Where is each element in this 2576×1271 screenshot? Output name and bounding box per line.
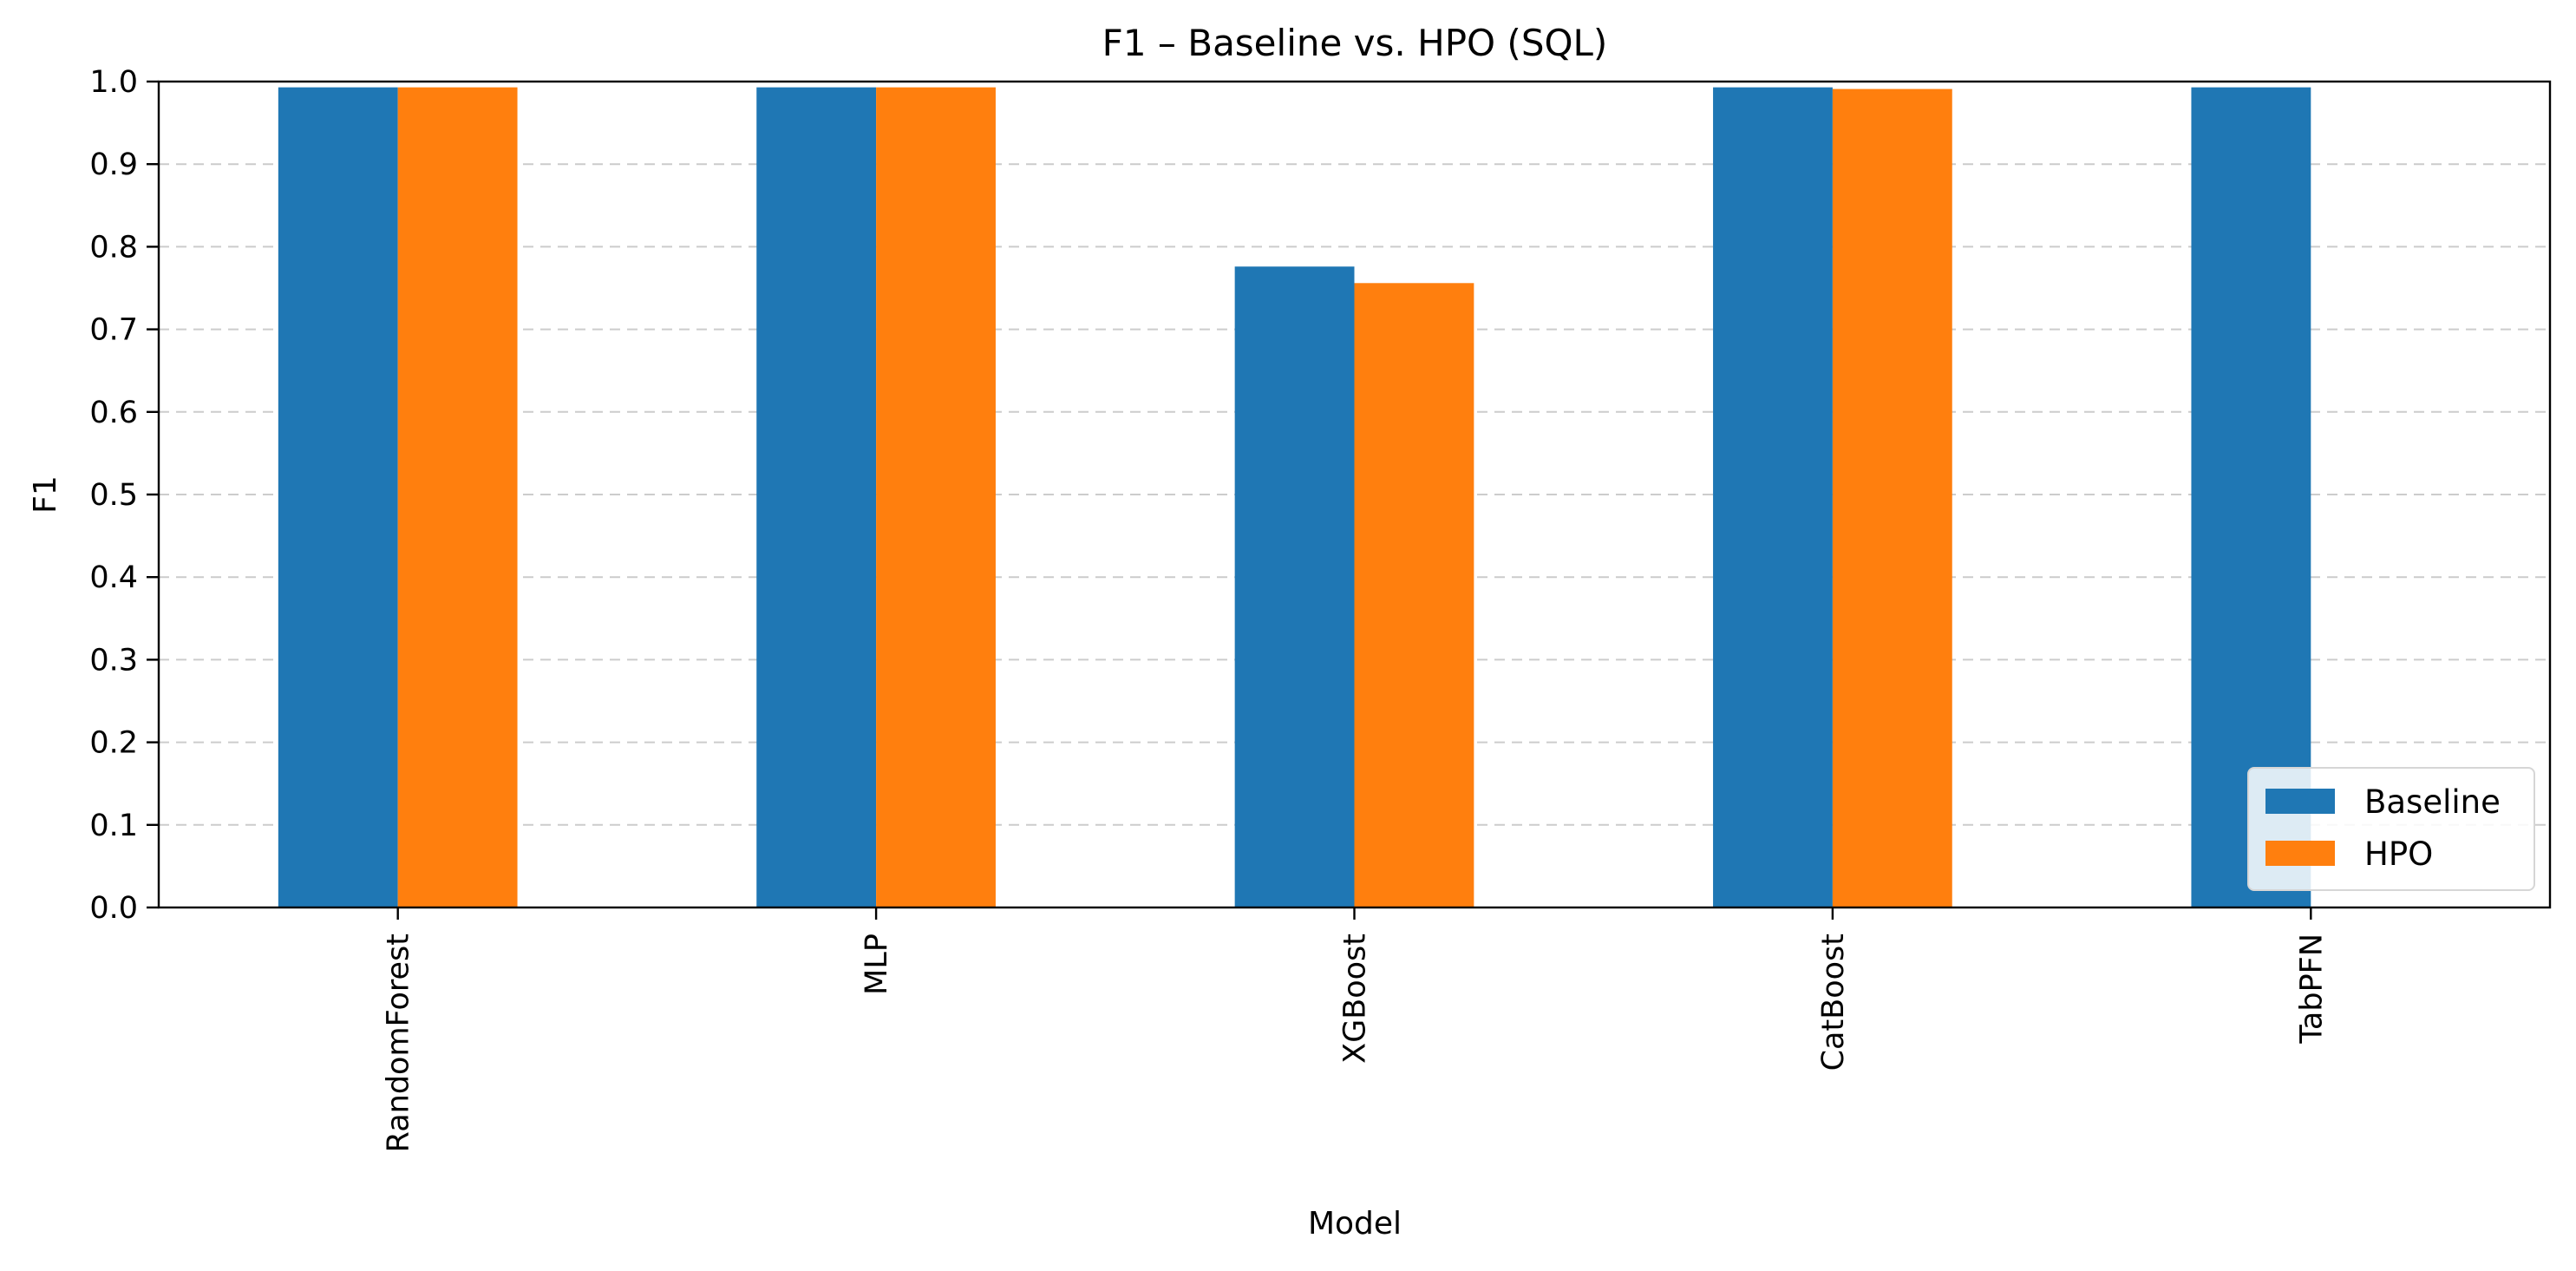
bar-hpo-xgboost (1354, 283, 1474, 908)
legend: Baseline HPO (2247, 767, 2535, 891)
x-tick-label: TabPFN (2294, 934, 2329, 1045)
bar-baseline-catboost (1713, 87, 1833, 907)
y-tick-label: 0.8 (89, 230, 138, 265)
y-tick-label: 0.6 (89, 396, 138, 430)
bar-baseline-mlp (756, 87, 877, 907)
x-axis: RandomForest MLP XGBoost CatBoost TabPFN (382, 907, 2329, 1152)
x-tick-label: XGBoost (1338, 934, 1373, 1064)
legend-label-baseline: Baseline (2364, 783, 2501, 821)
y-axis-label: F1 (28, 475, 63, 514)
chart-title: F1 – Baseline vs. HPO (SQL) (1102, 22, 1608, 64)
y-tick-label: 0.9 (89, 147, 138, 182)
y-tick-label: 0.3 (89, 643, 138, 678)
bar-hpo-catboost (1832, 88, 1952, 908)
x-tick-label: RandomForest (382, 934, 416, 1152)
y-tick-label: 1.0 (89, 65, 138, 100)
x-axis-label: Model (1308, 1206, 1402, 1242)
bar-baseline-xgboost (1234, 266, 1355, 907)
y-tick-label: 0.2 (89, 726, 138, 761)
legend-swatch-hpo (2265, 841, 2335, 866)
legend-label-hpo: HPO (2364, 835, 2433, 873)
y-tick-label: 0.4 (89, 560, 138, 595)
x-tick-label: MLP (860, 934, 894, 995)
y-tick-label: 0.7 (89, 313, 138, 348)
y-axis: 0.0 0.1 0.2 0.3 0.4 0.5 0.6 0.7 0.8 0.9 1.0 (89, 65, 159, 926)
bar-baseline-randomforest (278, 87, 398, 907)
y-tick-label: 0.0 (89, 891, 138, 926)
bar-hpo-randomforest (397, 87, 518, 907)
bar-hpo-mlp (876, 87, 996, 907)
x-tick-label: CatBoost (1816, 934, 1851, 1071)
y-tick-label: 0.5 (89, 478, 138, 513)
legend-swatch-baseline (2265, 789, 2335, 814)
y-tick-label: 0.1 (89, 809, 138, 843)
